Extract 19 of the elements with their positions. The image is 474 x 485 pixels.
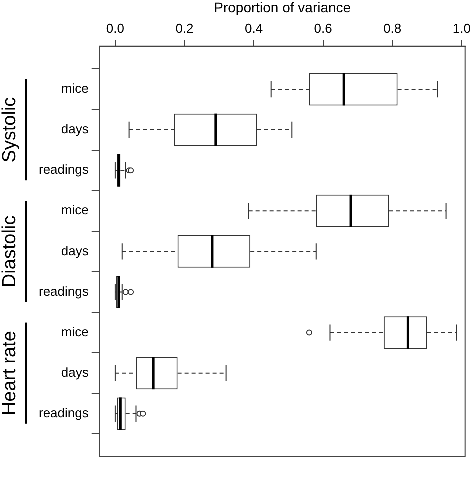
y-tick-label: days (61, 122, 90, 137)
y-tick-label: days (61, 364, 90, 380)
x-tick-label: 0.4 (244, 21, 264, 36)
y-tick-label: readings (38, 284, 90, 299)
y-tick-label: readings (38, 405, 90, 420)
x-tick-label: 0.2 (176, 21, 194, 36)
y-tick-label: mice (61, 81, 89, 96)
y-tick-label: mice (61, 202, 89, 218)
y-tick-label: days (61, 243, 90, 258)
x-tick-label: 0.6 (314, 21, 332, 36)
x-tick-label: 0.8 (384, 21, 402, 36)
text: Diastolic (0, 216, 21, 288)
text: Systolic (0, 97, 21, 163)
x-tick-label: 0.0 (106, 21, 124, 36)
x-tick-label: 1.0 (452, 21, 471, 36)
y-tick-label: mice (61, 324, 89, 340)
text: Heart rate (0, 331, 21, 416)
x-axis-title: Proportion of variance (214, 0, 352, 16)
y-tick-label: readings (38, 162, 90, 178)
